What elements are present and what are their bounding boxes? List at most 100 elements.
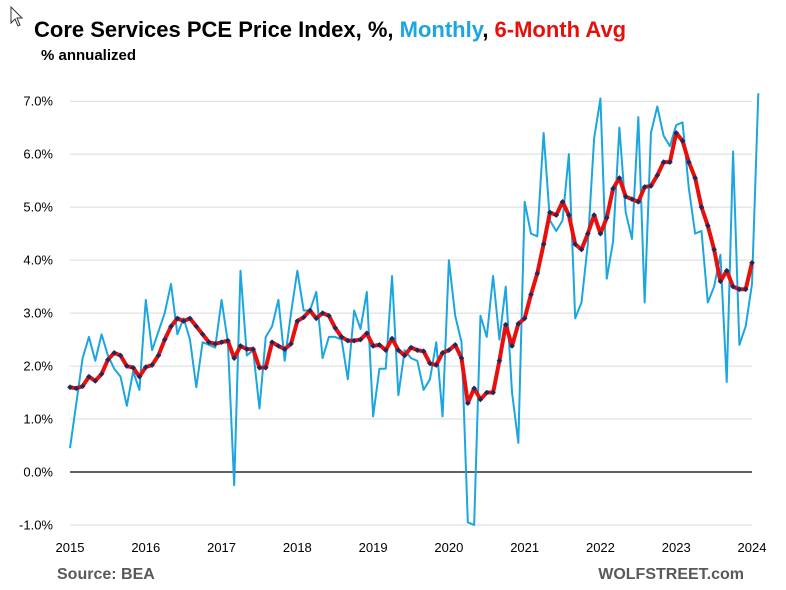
six-month-avg-marker [269, 339, 275, 346]
y-tick-label: 1.0% [23, 412, 53, 427]
six-month-avg-marker [395, 347, 402, 354]
six-month-avg-marker [275, 343, 282, 349]
six-month-avg-marker [124, 363, 130, 369]
six-month-avg-marker [566, 212, 572, 218]
six-month-avg-marker [540, 241, 547, 248]
six-month-avg-marker [180, 318, 187, 324]
six-month-avg-marker [351, 337, 357, 344]
six-month-avg-marker [231, 355, 238, 361]
six-month-avg-marker [597, 230, 604, 237]
six-month-avg-marker [648, 183, 654, 189]
six-month-avg-marker [155, 352, 162, 359]
six-month-avg-marker [502, 321, 509, 328]
six-month-avg-marker [521, 315, 528, 322]
six-month-avg-marker [225, 337, 231, 344]
y-tick-label: 4.0% [23, 253, 53, 268]
six-month-avg-marker [667, 159, 673, 165]
y-tick-label: -1.0% [19, 518, 53, 533]
y-tick-label: 7.0% [23, 94, 53, 109]
six-month-avg-marker [439, 349, 446, 356]
six-month-avg-marker [313, 315, 320, 322]
title-monthly: Monthly [400, 17, 485, 42]
six-month-avg-marker [465, 400, 471, 406]
six-month-avg-marker [471, 385, 477, 392]
series [67, 93, 760, 526]
six-month-avg-marker [250, 346, 256, 352]
six-month-avg-marker [635, 199, 642, 205]
six-month-avg-marker [237, 343, 244, 349]
title-separator: , [482, 17, 494, 42]
y-tick-label: 0.0% [23, 465, 53, 480]
six-month-avg-marker [730, 283, 736, 290]
x-tick-label: 2020 [434, 540, 463, 555]
six-month-avg-marker [591, 212, 597, 218]
six-month-avg-marker [477, 396, 484, 403]
six-month-avg-marker [142, 364, 149, 370]
x-tick-label: 2019 [359, 540, 388, 555]
six-month-avg-marker [294, 318, 301, 324]
x-tick-label: 2015 [56, 540, 85, 555]
six-month-avg-marker [616, 175, 623, 181]
six-month-avg-marker [692, 175, 698, 181]
six-month-avg-marker [742, 286, 749, 293]
six-month-avg-marker [357, 336, 364, 343]
six-month-avg-marker [243, 346, 250, 352]
x-tick-label: 2024 [738, 540, 767, 555]
six-month-avg-marker [446, 347, 452, 354]
gridlines [70, 100, 752, 526]
six-month-avg-marker [401, 352, 408, 359]
six-month-avg-marker [111, 349, 118, 356]
six-month-avg-marker [686, 159, 692, 165]
six-month-avg-marker [338, 334, 345, 340]
six-month-avg-marker [572, 241, 579, 248]
six-month-avg-marker [483, 389, 490, 396]
six-month-avg-marker [105, 356, 111, 363]
six-month-avg-marker [218, 339, 225, 346]
six-month-avg-marker [136, 373, 143, 380]
six-month-avg-marker [490, 389, 496, 396]
six-month-avg-marker [73, 385, 80, 392]
x-tick-label: 2023 [662, 540, 691, 555]
six-month-avg-marker [256, 364, 263, 371]
x-tick-label: 2016 [131, 540, 160, 555]
six-month-avg-marker [509, 343, 515, 349]
six-month-avg-marker [86, 373, 92, 380]
six-month-avg-marker [326, 312, 332, 319]
six-month-avg-marker [654, 172, 661, 179]
mouse-cursor-icon [10, 6, 24, 27]
six-month-avg-marker [420, 348, 427, 355]
title-prefix: Core Services PCE Price Index, %, [34, 17, 400, 42]
six-month-avg-marker [414, 347, 421, 354]
six-month-avg-marker [578, 246, 585, 253]
six-month-avg-marker [370, 343, 376, 349]
six-month-avg-marker [559, 199, 566, 205]
six-month-avg-marker [300, 314, 307, 321]
x-tick-label: 2021 [510, 540, 539, 555]
six-month-avg-marker [149, 362, 155, 368]
six-month-avg-marker [79, 383, 86, 390]
six-month-avg-marker [622, 193, 629, 200]
six-month-avg-marker [288, 340, 294, 347]
six-month-avg-marker [749, 259, 755, 266]
six-month-avg-marker [281, 346, 288, 352]
x-tick-label: 2017 [207, 540, 236, 555]
six-month-avg-marker [673, 130, 680, 136]
six-month-avg-marker [212, 340, 219, 347]
six-month-avg-marker [452, 342, 459, 348]
y-tick-label: 3.0% [23, 306, 53, 321]
six-month-avg-marker [130, 364, 136, 371]
six-month-avg-marker [319, 310, 326, 316]
six-month-avg-marker [736, 286, 743, 293]
brand-label: WOLFSTREET.com [598, 566, 744, 583]
y-tick-label: 6.0% [23, 147, 53, 162]
six-month-avg-marker [679, 138, 686, 144]
x-axis-ticks: 2015 2016 2017 2018 2019 2020 2021 2022 2023 2024 [56, 540, 767, 555]
six-month-avg-marker [698, 204, 705, 210]
six-month-avg-marker [641, 184, 648, 190]
six-month-avg-marker [660, 159, 667, 165]
six-month-avg-marker [187, 315, 193, 322]
chart-subtitle: % annualized [41, 47, 136, 64]
six-month-avg-marker [547, 209, 553, 216]
y-axis-ticks: -1.0% 0.0% 1.0% 2.0% 3.0% 4.0% 5.0% 6.0% 7.0% [19, 94, 53, 533]
